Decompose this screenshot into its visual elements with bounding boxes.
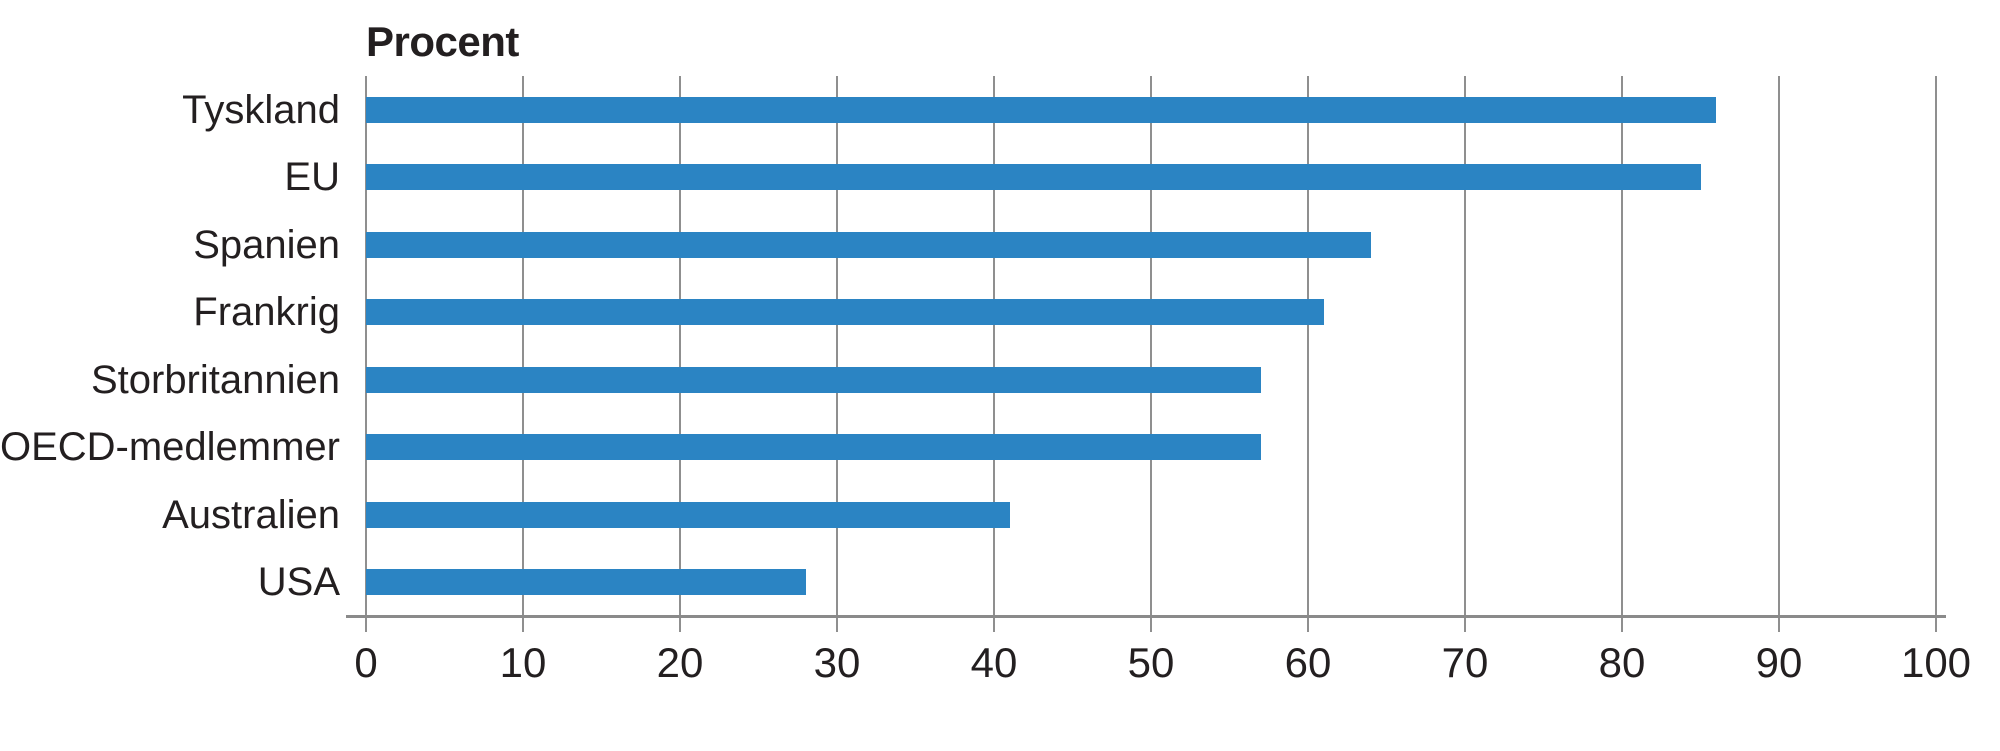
y-axis-label: Storbritannien [90, 357, 340, 402]
y-axis-label: EU [284, 155, 340, 200]
plot-area [346, 76, 1946, 632]
bar [366, 164, 1701, 191]
y-axis-label: USA [257, 560, 340, 605]
gridline [1935, 76, 1937, 632]
x-tick-label: 50 [1127, 639, 1175, 686]
x-tick-label: 30 [813, 639, 861, 686]
x-tick-label: 100 [1900, 639, 1972, 686]
x-axis-line [346, 615, 1946, 618]
bar [366, 231, 1371, 258]
bar-row [366, 414, 1936, 482]
bar-row [366, 549, 1936, 617]
chart-title: Procent [366, 18, 519, 65]
gridline [522, 76, 524, 632]
bar [366, 96, 1717, 123]
x-tick-label: 90 [1755, 639, 1803, 686]
gridline [1150, 76, 1152, 632]
x-tick-label: 60 [1284, 639, 1332, 686]
x-axis-tick-labels: 0 10 20 30 40 50 60 70 80 90 100 [354, 639, 1971, 702]
bar [366, 434, 1261, 461]
x-tick-label: 10 [499, 639, 547, 686]
bar-row [366, 279, 1936, 347]
bar [366, 569, 806, 596]
gridline [1621, 76, 1623, 632]
gridline [993, 76, 995, 632]
x-tick-label: 40 [970, 639, 1018, 686]
x-tick-label: 0 [354, 639, 378, 686]
gridline [1778, 76, 1780, 632]
gridline [1307, 76, 1309, 632]
x-tick-label: 70 [1441, 639, 1489, 686]
y-axis-label: Australien [162, 492, 340, 537]
x-tick-label: 80 [1598, 639, 1646, 686]
gridline [679, 76, 681, 632]
y-axis-label: Spanien [193, 222, 340, 267]
bar [366, 366, 1261, 393]
gridline [1464, 76, 1466, 632]
bar [366, 501, 1010, 528]
x-tick-label: 20 [656, 639, 704, 686]
y-axis-label: Tyskland [182, 87, 340, 132]
bar-row [366, 76, 1936, 144]
bar [366, 299, 1324, 326]
bar-row [366, 346, 1936, 414]
y-axis-labels: Tyskland EU Spanien Frankrig Storbritannien O… [0, 76, 340, 616]
y-axis-label: Frankrig [193, 290, 340, 335]
y-axis-label: OECD-medlemmer [0, 425, 340, 470]
bar-row [366, 144, 1936, 212]
gridline [365, 76, 367, 632]
bar-row [366, 481, 1936, 549]
gridline [836, 76, 838, 632]
bar-row [366, 211, 1936, 279]
